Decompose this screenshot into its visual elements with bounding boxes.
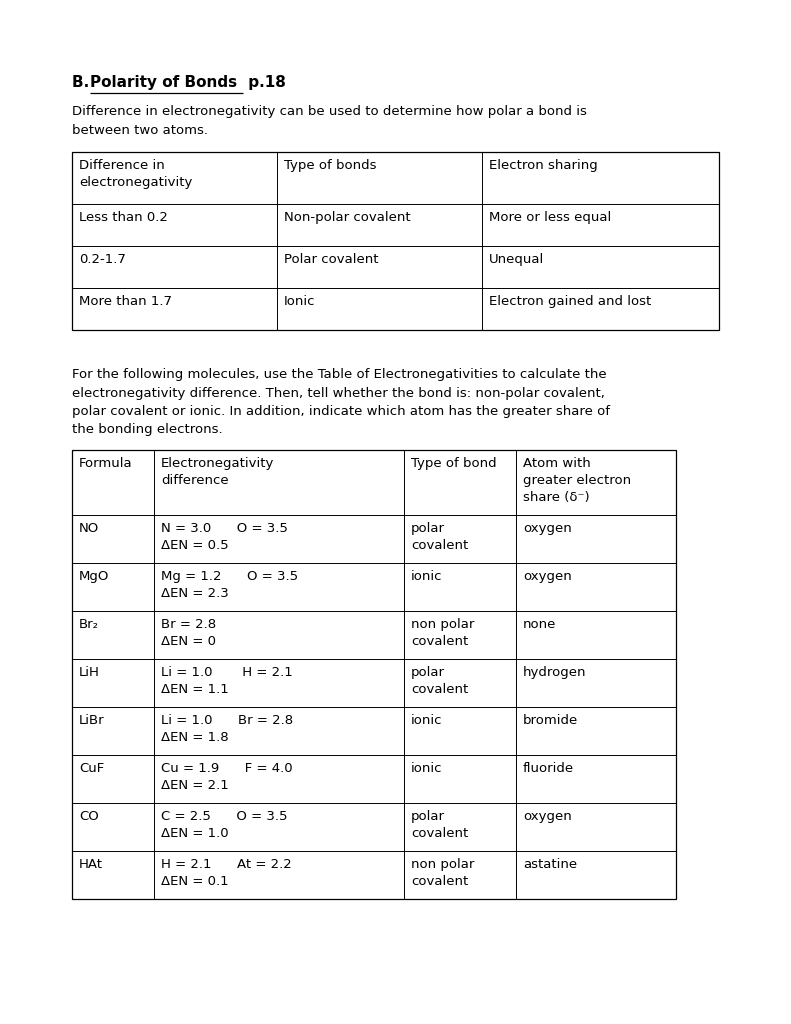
- Text: ionic: ionic: [411, 570, 442, 583]
- Text: More or less equal: More or less equal: [489, 211, 611, 224]
- Text: Li = 1.0      Br = 2.8
ΔEN = 1.8: Li = 1.0 Br = 2.8 ΔEN = 1.8: [161, 714, 293, 744]
- Text: Cu = 1.9      F = 4.0
ΔEN = 2.1: Cu = 1.9 F = 4.0 ΔEN = 2.1: [161, 762, 293, 792]
- Text: Electron sharing: Electron sharing: [489, 159, 598, 172]
- Text: hydrogen: hydrogen: [523, 666, 586, 679]
- Text: Br = 2.8
ΔEN = 0: Br = 2.8 ΔEN = 0: [161, 618, 216, 648]
- Text: Polar covalent: Polar covalent: [284, 253, 379, 266]
- Text: bromide: bromide: [523, 714, 578, 727]
- Text: Ionic: Ionic: [284, 295, 316, 308]
- Text: HAt: HAt: [79, 858, 103, 871]
- Text: NO: NO: [79, 522, 99, 535]
- Text: MgO: MgO: [79, 570, 109, 583]
- Text: polar
covalent: polar covalent: [411, 666, 468, 696]
- Text: polar
covalent: polar covalent: [411, 522, 468, 552]
- Text: Li = 1.0       H = 2.1
ΔEN = 1.1: Li = 1.0 H = 2.1 ΔEN = 1.1: [161, 666, 293, 696]
- Text: For the following molecules, use the Table of Electronegativities to calculate t: For the following molecules, use the Tab…: [72, 368, 610, 436]
- Text: Type of bond: Type of bond: [411, 457, 497, 470]
- Text: p.18: p.18: [243, 75, 286, 90]
- Text: Electronegativity
difference: Electronegativity difference: [161, 457, 274, 487]
- Text: astatine: astatine: [523, 858, 577, 871]
- Text: More than 1.7: More than 1.7: [79, 295, 172, 308]
- Text: ionic: ionic: [411, 762, 442, 775]
- Text: Non-polar covalent: Non-polar covalent: [284, 211, 411, 224]
- Bar: [72, 152, 719, 330]
- Text: H = 2.1      At = 2.2
ΔEN = 0.1: H = 2.1 At = 2.2 ΔEN = 0.1: [161, 858, 292, 888]
- Text: 0.2-1.7: 0.2-1.7: [79, 253, 126, 266]
- Text: oxygen: oxygen: [523, 810, 572, 823]
- Text: CO: CO: [79, 810, 99, 823]
- Text: LiBr: LiBr: [79, 714, 104, 727]
- Text: Atom with
greater electron
share (δ⁻): Atom with greater electron share (δ⁻): [523, 457, 631, 504]
- Text: fluoride: fluoride: [523, 762, 574, 775]
- Text: Less than 0.2: Less than 0.2: [79, 211, 168, 224]
- Text: oxygen: oxygen: [523, 570, 572, 583]
- Text: Formula: Formula: [79, 457, 133, 470]
- Text: B.: B.: [72, 75, 94, 90]
- Text: Difference in
electronegativity: Difference in electronegativity: [79, 159, 192, 189]
- Text: N = 3.0      O = 3.5
ΔEN = 0.5: N = 3.0 O = 3.5 ΔEN = 0.5: [161, 522, 288, 552]
- Text: Difference in electronegativity can be used to determine how polar a bond is
bet: Difference in electronegativity can be u…: [72, 105, 587, 136]
- Text: Polarity of Bonds: Polarity of Bonds: [90, 75, 237, 90]
- Text: Br₂: Br₂: [79, 618, 99, 631]
- Text: ionic: ionic: [411, 714, 442, 727]
- Text: non polar
covalent: non polar covalent: [411, 858, 475, 888]
- Text: LiH: LiH: [79, 666, 100, 679]
- Text: Electron gained and lost: Electron gained and lost: [489, 295, 651, 308]
- Text: Unequal: Unequal: [489, 253, 544, 266]
- Text: polar
covalent: polar covalent: [411, 810, 468, 840]
- Text: Mg = 1.2      O = 3.5
ΔEN = 2.3: Mg = 1.2 O = 3.5 ΔEN = 2.3: [161, 570, 298, 600]
- Bar: [72, 450, 676, 899]
- Text: C = 2.5      O = 3.5
ΔEN = 1.0: C = 2.5 O = 3.5 ΔEN = 1.0: [161, 810, 287, 840]
- Text: none: none: [523, 618, 556, 631]
- Text: non polar
covalent: non polar covalent: [411, 618, 475, 648]
- Text: oxygen: oxygen: [523, 522, 572, 535]
- Text: Type of bonds: Type of bonds: [284, 159, 377, 172]
- Text: CuF: CuF: [79, 762, 104, 775]
